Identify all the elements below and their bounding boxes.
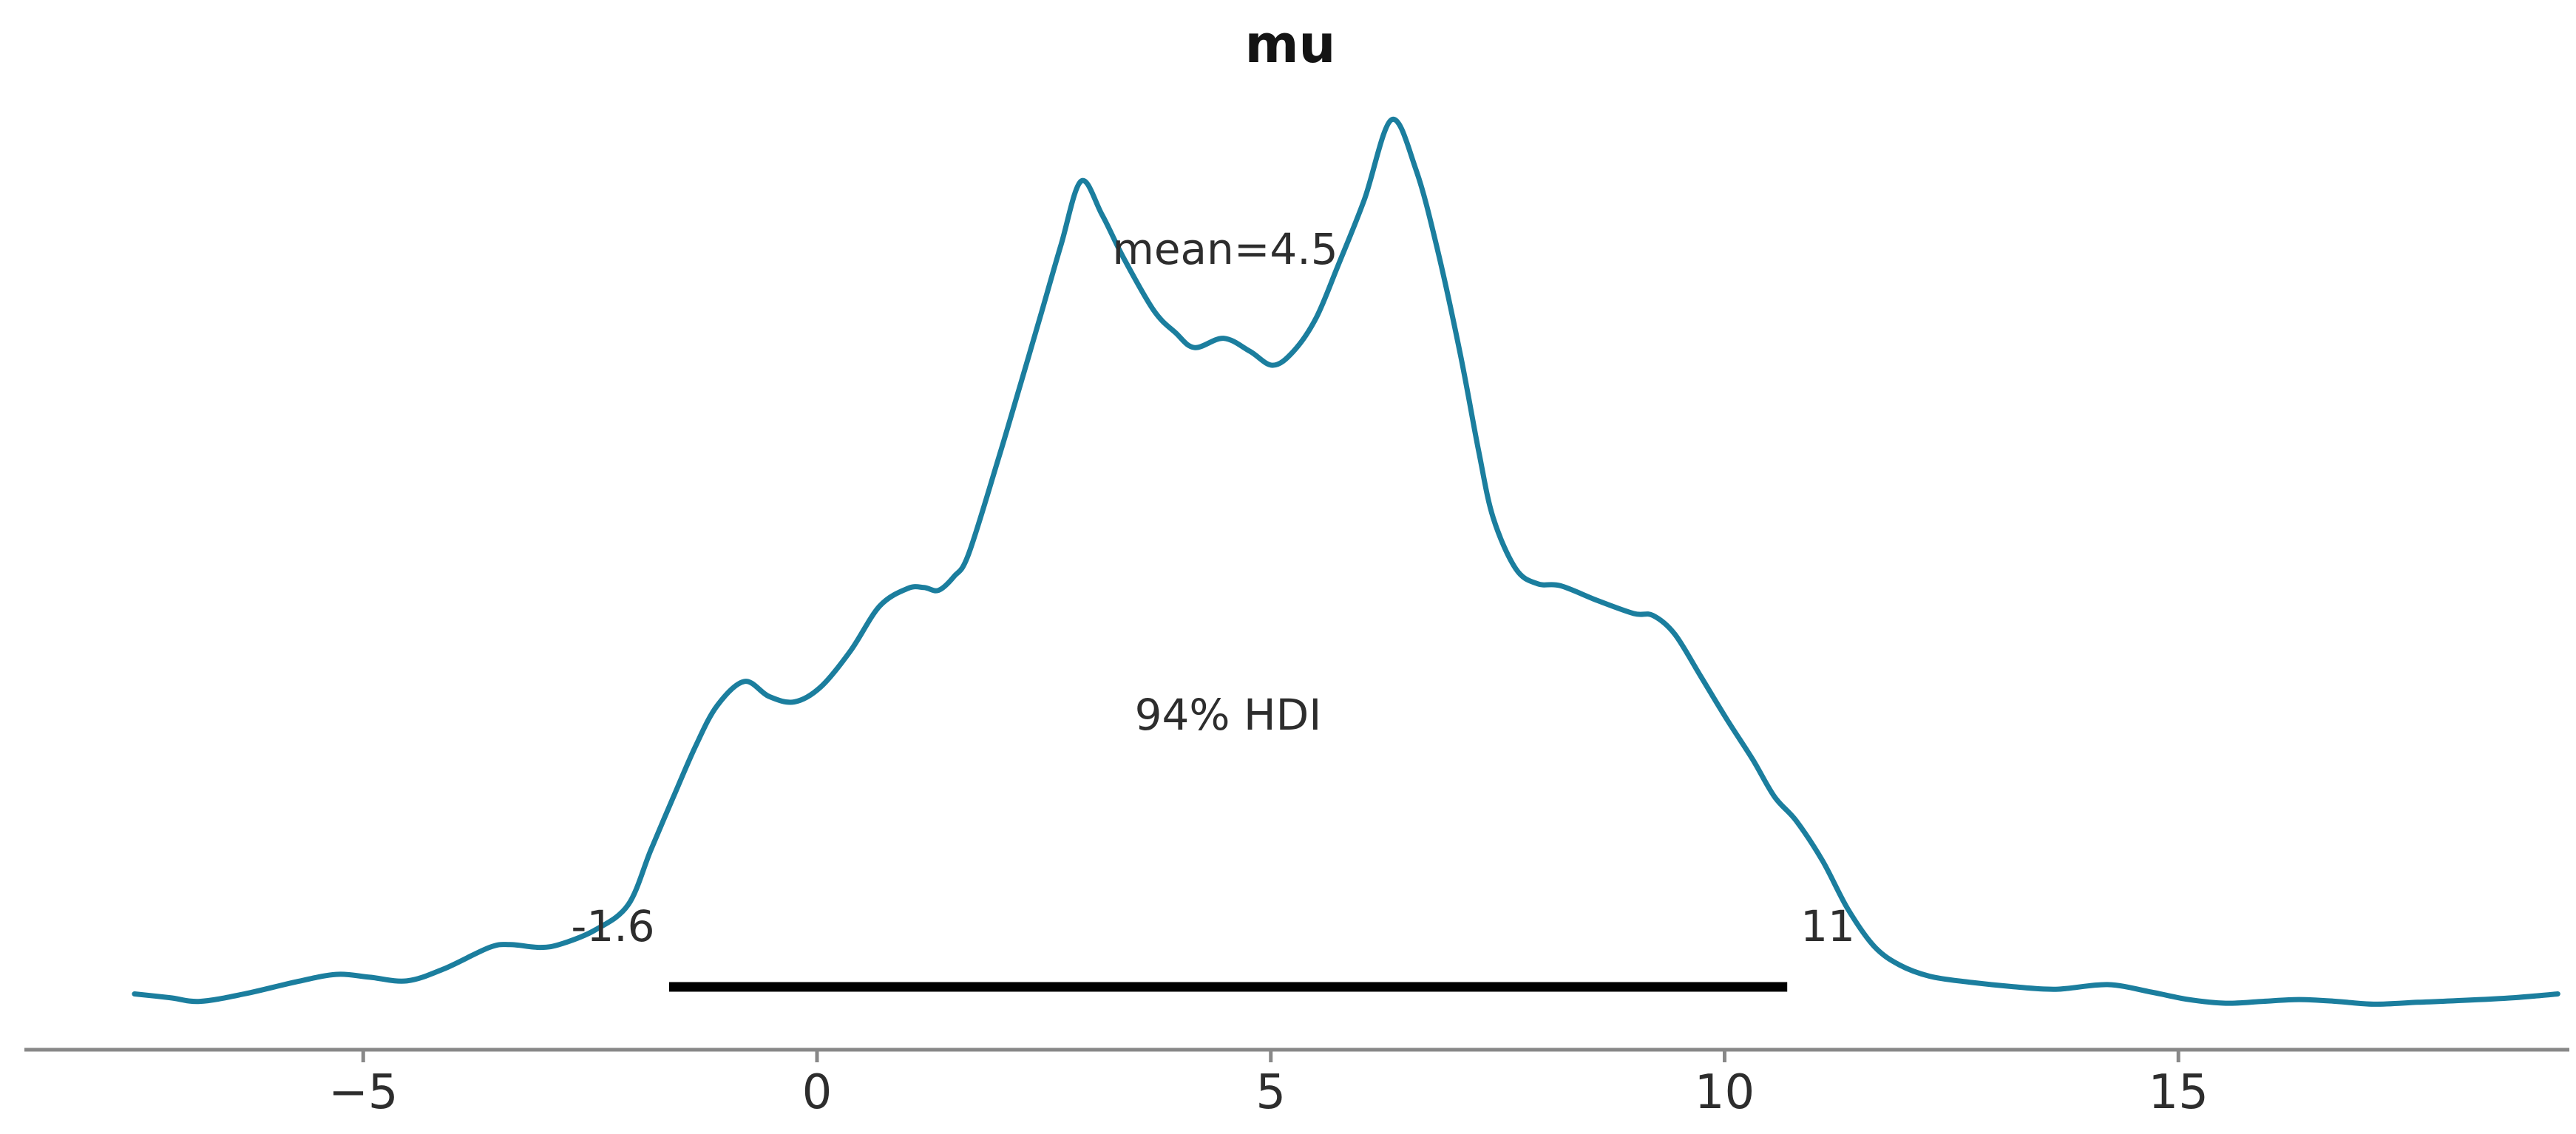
x-tick-label: 0 xyxy=(802,1065,833,1120)
plot-title: mu xyxy=(1245,14,1336,75)
x-tick-label: 15 xyxy=(2149,1065,2209,1120)
hdi-annotation: 94% HDI xyxy=(1135,690,1322,740)
x-tick-label: −5 xyxy=(328,1065,398,1120)
hdi-lower-bound-label: -1.6 xyxy=(571,901,654,951)
x-axis-ticks: −5 0 5 10 15 xyxy=(328,1050,2209,1120)
x-tick-label: 10 xyxy=(1695,1065,1755,1120)
mean-annotation: mean=4.5 xyxy=(1112,224,1338,274)
kde-curve xyxy=(132,116,2560,1007)
x-tick-label: 5 xyxy=(1255,1065,1286,1120)
hdi-upper-bound-label: 11 xyxy=(1800,901,1855,951)
